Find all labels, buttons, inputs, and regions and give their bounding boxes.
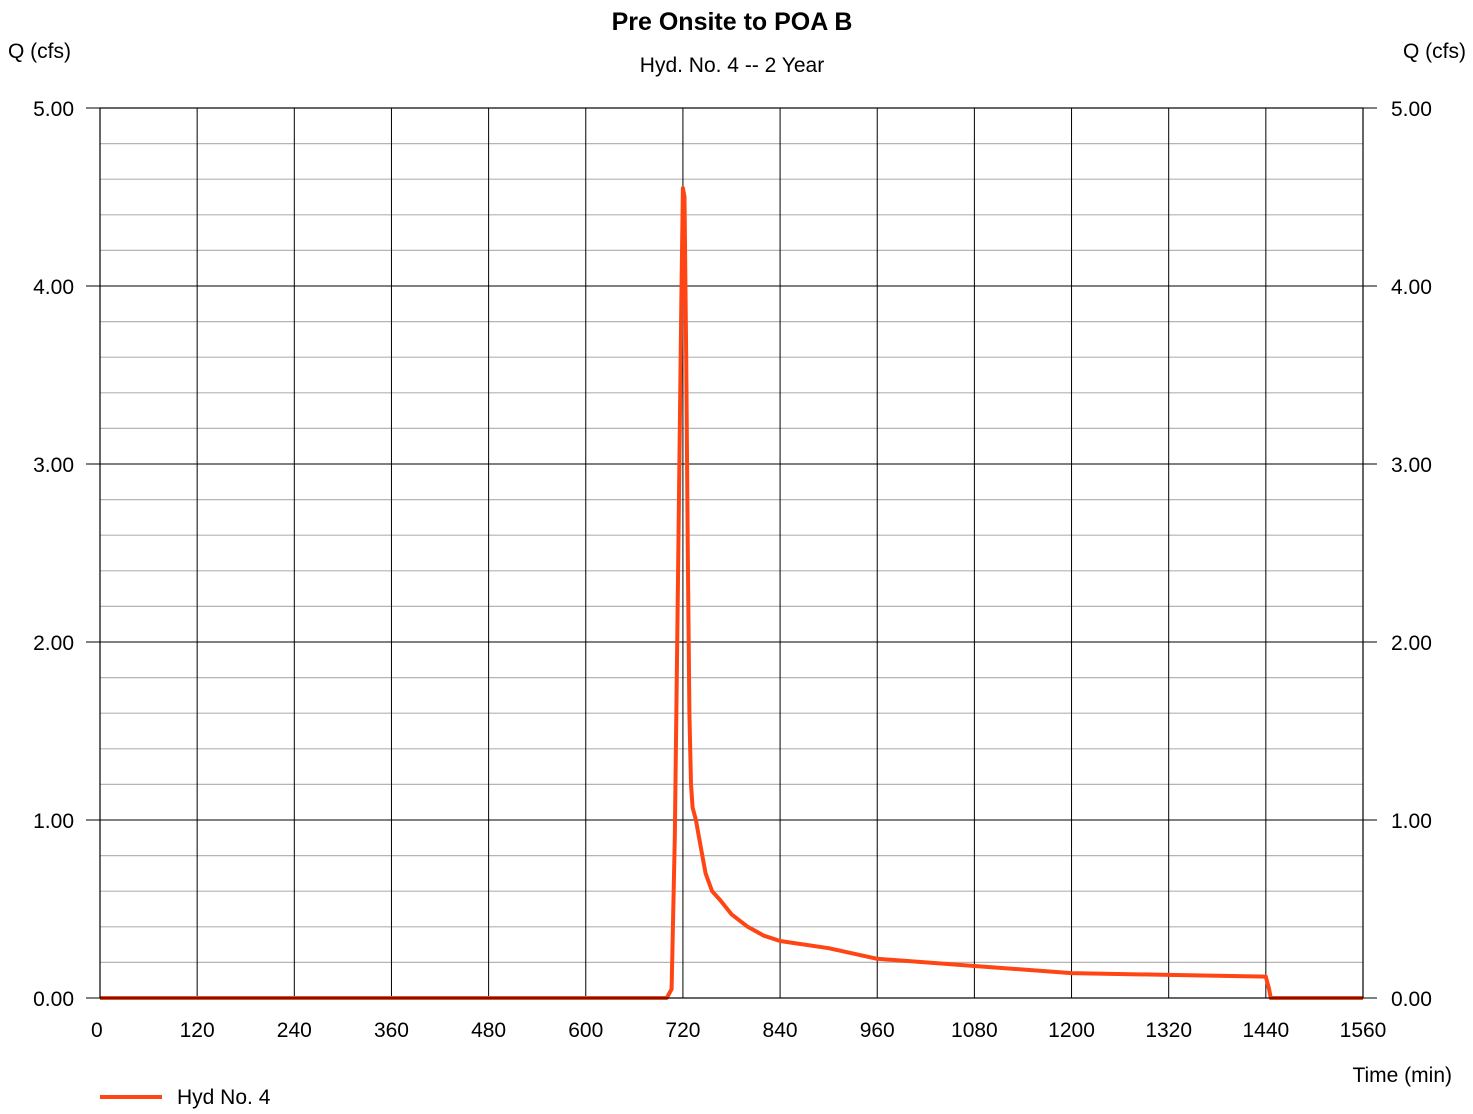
x-tick-label: 240 (277, 1019, 312, 1042)
y-tick-label-left: 5.00 (33, 98, 74, 121)
series-layer (100, 186, 1363, 1000)
x-tick-label: 720 (665, 1019, 700, 1042)
x-tick-label: 960 (860, 1019, 895, 1042)
y-axis-label-left: Q (cfs) (8, 40, 71, 63)
legend: Hyd No. 4 (100, 1086, 271, 1109)
y-tick-label-right: 4.00 (1391, 276, 1432, 299)
x-tick-label: 600 (568, 1019, 603, 1042)
y-tick-label-left: 1.00 (33, 810, 74, 833)
legend-label: Hyd No. 4 (177, 1086, 271, 1109)
y-tick-label-left: 2.00 (33, 632, 74, 655)
y-tick-label-left: 3.00 (33, 454, 74, 477)
x-tick-label: 360 (374, 1019, 409, 1042)
x-tick-label: 0 (91, 1019, 103, 1042)
y-axis-label-right: Q (cfs) (1403, 40, 1466, 63)
plot-frame (99, 107, 1364, 999)
x-tick-label: 120 (180, 1019, 215, 1042)
y-tick-label-left: 0.00 (33, 988, 74, 1011)
x-tick-label: 1200 (1048, 1019, 1095, 1042)
y-tick-label-right: 2.00 (1391, 632, 1432, 655)
tick-labels: 0.00 0.00 1.00 1.00 2.00 2.00 3.00 3.00 4.00 4.00… (33, 98, 1432, 1042)
chart-title: Pre Onsite to POA B (612, 8, 853, 36)
major-grid (99, 107, 1364, 999)
x-tick-label: 480 (471, 1019, 506, 1042)
x-axis-label: Time (min) (1352, 1064, 1452, 1087)
series-line-hyd-no-4 (100, 186, 1363, 1000)
y-tick-label-right: 1.00 (1391, 810, 1432, 833)
y-tick-label-left: 4.00 (33, 276, 74, 299)
y-tick-label-right: 5.00 (1391, 98, 1432, 121)
chart-subtitle: Hyd. No. 4 -- 2 Year (640, 54, 824, 77)
minor-grid (100, 143, 1363, 964)
y-tick-label-right: 3.00 (1391, 454, 1432, 477)
y-tick-label-right: 0.00 (1391, 988, 1432, 1011)
x-tick-label: 1320 (1145, 1019, 1192, 1042)
x-tick-label: 1080 (951, 1019, 998, 1042)
x-tick-label: 1440 (1242, 1019, 1289, 1042)
x-tick-label: 840 (763, 1019, 798, 1042)
x-tick-label: 1560 (1340, 1019, 1387, 1042)
